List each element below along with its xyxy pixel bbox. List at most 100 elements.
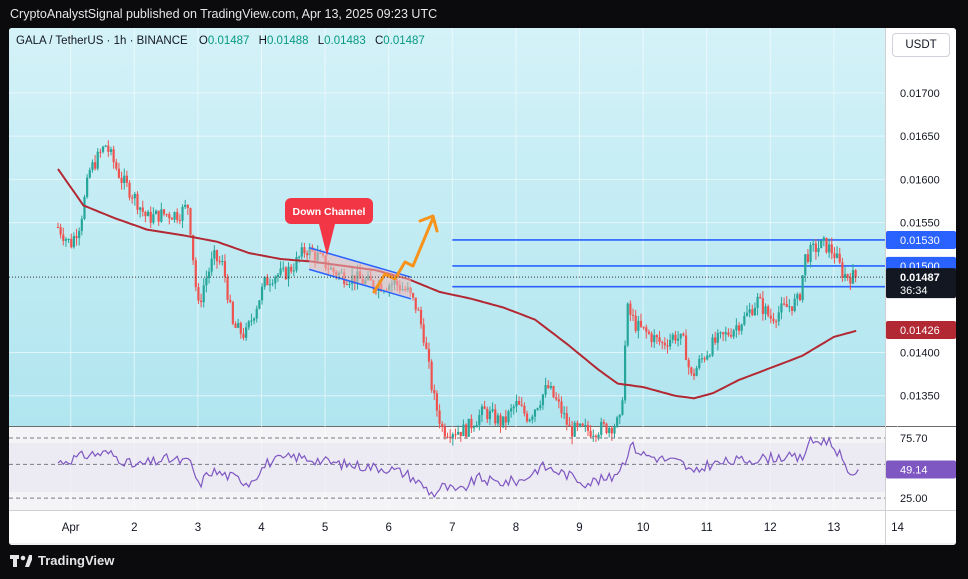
candle	[67, 238, 70, 244]
price-tick-label: 0.01400	[900, 347, 940, 359]
candle	[226, 274, 229, 304]
candle	[594, 434, 598, 443]
candle	[178, 214, 181, 225]
candle	[215, 249, 219, 269]
candle	[417, 307, 420, 311]
candle	[125, 170, 128, 188]
candle	[769, 308, 772, 324]
candle	[592, 429, 595, 442]
candle	[279, 261, 282, 278]
candle	[449, 429, 452, 443]
candle	[812, 239, 815, 252]
candle	[581, 422, 584, 427]
currency-button[interactable]: USDT	[892, 33, 950, 57]
candle	[655, 334, 658, 344]
candle	[597, 432, 600, 441]
candle	[552, 385, 555, 399]
candle	[517, 396, 521, 406]
candle	[414, 297, 417, 314]
open-value: 0.01487	[207, 35, 250, 47]
tradingview-logo-icon	[10, 554, 32, 567]
candle	[772, 312, 775, 325]
price-tick-label: 0.01700	[900, 88, 940, 100]
candle	[467, 418, 470, 437]
candle	[120, 171, 123, 190]
candle	[258, 300, 261, 310]
candle	[687, 357, 690, 375]
candle	[528, 418, 531, 423]
candle	[700, 353, 704, 364]
time-tick-label: 7	[449, 522, 455, 534]
candle	[290, 264, 293, 274]
candle	[695, 365, 698, 377]
candle	[218, 256, 221, 265]
price-pane	[9, 28, 885, 426]
time-tick-label: 13	[828, 522, 841, 534]
candle	[202, 278, 205, 308]
candle	[75, 228, 78, 246]
chart-canvas[interactable]: Down Channel 0.01700 0.01650 0.01600 0.0155…	[9, 28, 956, 545]
time-tick-label: 6	[385, 522, 391, 534]
candle	[729, 328, 733, 339]
candle	[303, 242, 306, 258]
candle	[618, 414, 621, 424]
down-channel-drawing[interactable]	[308, 247, 412, 300]
candle	[271, 279, 274, 287]
candle	[801, 275, 804, 303]
candle	[515, 394, 518, 413]
symbol-label[interactable]: GALA / TetherUS · 1h · BINANCE	[16, 35, 188, 47]
candle	[268, 278, 272, 292]
candle	[438, 404, 441, 429]
candle	[152, 207, 155, 225]
candle	[626, 302, 629, 347]
candle	[154, 209, 158, 215]
candle	[621, 397, 624, 416]
candle	[637, 315, 640, 339]
candle	[767, 304, 770, 318]
candle	[263, 276, 266, 290]
candle	[708, 353, 711, 358]
candle	[133, 191, 136, 206]
candle	[703, 356, 706, 363]
candle	[457, 425, 460, 436]
candle	[282, 261, 285, 272]
candle	[793, 293, 796, 313]
candle	[698, 355, 701, 370]
candle	[502, 416, 505, 429]
candle	[719, 331, 722, 339]
candle	[496, 412, 499, 427]
candle	[115, 158, 118, 171]
candle	[838, 247, 841, 265]
candle	[825, 237, 828, 254]
candle	[189, 207, 192, 237]
candle	[96, 148, 99, 171]
candle	[761, 291, 764, 321]
bar-countdown: 36:34	[900, 285, 928, 297]
time-tick-label: 4	[258, 522, 265, 534]
candle	[814, 239, 817, 260]
candle	[785, 296, 788, 308]
candle	[732, 328, 735, 340]
candle	[573, 420, 576, 438]
candle	[645, 324, 648, 339]
candle	[653, 329, 656, 348]
down-channel-callout[interactable]: Down Channel	[285, 198, 373, 256]
tradingview-brand[interactable]: TradingView	[10, 553, 114, 568]
chart-panel[interactable]: Down Channel 0.01700 0.01650 0.01600 0.0155…	[9, 28, 956, 545]
candle	[464, 423, 468, 440]
rsi-pane	[9, 427, 885, 510]
candle	[250, 313, 253, 326]
candle	[782, 297, 786, 306]
low-label: L	[317, 35, 325, 47]
candle	[735, 318, 738, 338]
candle	[549, 381, 552, 390]
candle	[669, 333, 672, 350]
candle	[157, 210, 160, 226]
candle	[112, 145, 115, 169]
projection-arrow[interactable]	[372, 214, 439, 294]
candle	[165, 213, 168, 217]
low-value: 0.01483	[324, 35, 366, 47]
candle	[101, 145, 105, 154]
candle	[483, 400, 486, 410]
candle	[478, 409, 481, 431]
